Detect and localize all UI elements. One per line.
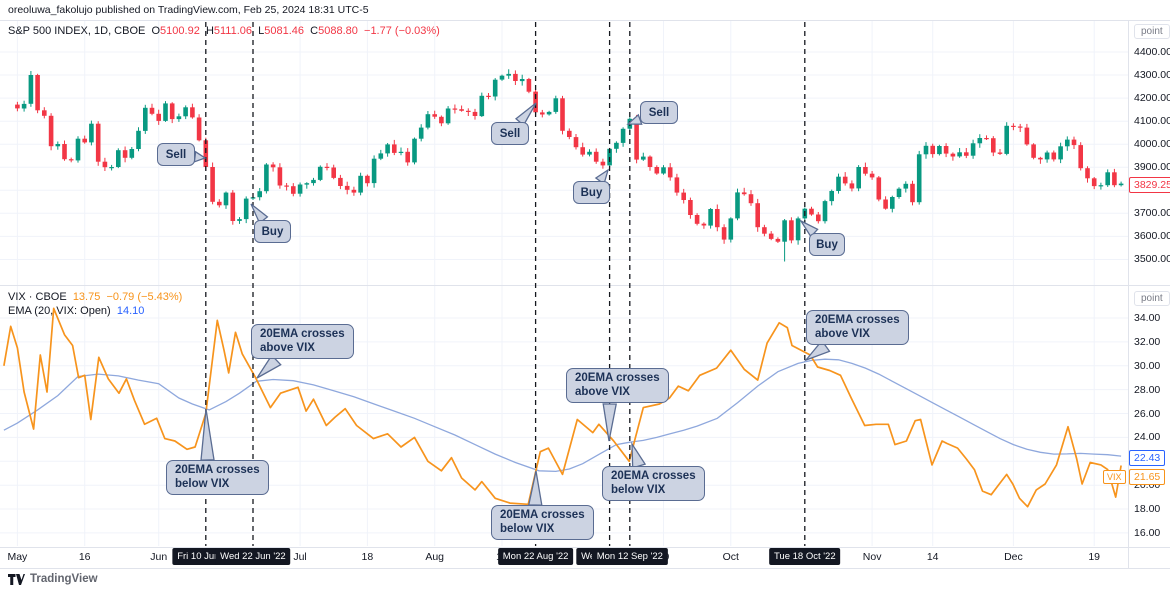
marked-date-tag: Tue 18 Oct '22 (768, 548, 841, 565)
sp500-y-axis-label: 3900.00 (1134, 161, 1170, 174)
ema-legend[interactable]: EMA (20, VIX: Open) 14.10 (8, 305, 144, 317)
sp500-y-axis-label: 4200.00 (1134, 92, 1170, 105)
marked-date-tag: Mon 12 Sep '22 (591, 548, 668, 565)
x-axis-label: Nov (862, 551, 882, 563)
callout-line: above VIX (575, 385, 630, 398)
x-axis-label: Jun (150, 551, 168, 563)
callout-line: below VIX (175, 477, 230, 490)
sp500-y-axis-label: 4100.00 (1134, 115, 1170, 128)
sp500-y-axis-label: 4400.00 (1134, 46, 1170, 58)
sp500-legend[interactable]: S&P 500 INDEX, 1D, CBOE O5100.92 H5111.0… (8, 25, 440, 37)
callout-line: 20EMA crosses (500, 509, 585, 521)
buy-marker[interactable]: Buy (809, 233, 845, 256)
crossover-callout[interactable]: 20EMA crosses below VIX (491, 505, 594, 540)
callout-line: above VIX (815, 327, 870, 340)
callout-line: 20EMA crosses (260, 328, 345, 340)
sell-marker[interactable]: Sell (157, 143, 195, 166)
crossover-callout[interactable]: 20EMA crosses above VIX (806, 310, 909, 345)
vix-symbol-tag: VIX (1103, 470, 1126, 484)
sp500-legend-title[interactable]: S&P 500 INDEX, 1D, CBOE (8, 25, 146, 37)
buy-marker[interactable]: Buy (573, 181, 610, 204)
crossover-callout[interactable]: 20EMA crosses above VIX (251, 324, 354, 359)
x-axis-label: 16 (78, 551, 91, 563)
vix-y-axis-label: 16.00 (1134, 526, 1161, 539)
callout-line: above VIX (260, 341, 315, 354)
vix-value: 13.75 (72, 291, 101, 303)
x-axis-label: 14 (926, 551, 939, 563)
marked-date-tag: Wed 22 Jun '22 (215, 548, 291, 565)
crossover-callout[interactable]: 20EMA crosses below VIX (602, 466, 705, 501)
sp500-axis-unit: point (1134, 24, 1170, 39)
open-value: 5100.92 (160, 25, 200, 37)
callout-line: 20EMA crosses (611, 470, 696, 482)
vix-y-axis-label: 18.00 (1134, 503, 1161, 516)
vix-y-axis-label: 24.00 (1134, 431, 1161, 444)
callout-line: below VIX (500, 522, 555, 535)
x-axis-label: 19 (1088, 551, 1101, 563)
vix-y-axis-label: 30.00 (1134, 359, 1161, 372)
low-label: L (258, 25, 265, 37)
crossover-callout[interactable]: 20EMA crosses above VIX (566, 368, 669, 403)
crossover-callout[interactable]: 20EMA crosses below VIX (166, 460, 269, 495)
high-value: 5111.06 (213, 25, 253, 37)
change-value: −1.77 (−0.03%) (364, 25, 440, 37)
footer-brand-label: TradingView (30, 573, 98, 585)
sp500-y-axis-label: 4300.00 (1134, 69, 1170, 82)
vix-last-value-tag: 21.65 (1129, 469, 1166, 485)
ema-value: 14.10 (116, 305, 145, 317)
vix-axis-unit: point (1134, 291, 1170, 306)
low-value: 5081.46 (264, 25, 305, 37)
sp500-last-price-tag: 3829.25 (1129, 177, 1170, 193)
footer-brand[interactable]: TradingView (8, 573, 98, 585)
ema-last-value-tag: 22.43 (1129, 450, 1166, 466)
close-value: 5088.80 (318, 25, 358, 37)
x-axis-label: Oct (722, 551, 739, 563)
callout-line: 20EMA crosses (175, 464, 260, 476)
callout-line: below VIX (611, 483, 666, 496)
x-axis-label: May (7, 551, 28, 563)
vix-change: −0.79 (−5.43%) (106, 291, 183, 303)
vix-legend-title[interactable]: VIX · CBOE (8, 291, 67, 303)
publication-header: oreoluwa_fakolujo published on TradingVi… (8, 4, 369, 16)
ema-legend-title[interactable]: EMA (20, VIX: Open) (8, 305, 111, 317)
sell-marker[interactable]: Sell (640, 101, 678, 124)
sell-marker[interactable]: Sell (491, 122, 529, 145)
sp500-y-axis-label: 4000.00 (1134, 138, 1170, 151)
callout-line: 20EMA crosses (815, 314, 900, 326)
sp500-y-axis-label: 3500.00 (1134, 253, 1170, 266)
vix-y-axis-label: 32.00 (1134, 335, 1161, 348)
close-label: C (310, 25, 319, 37)
sp500-y-axis-label: 3700.00 (1134, 207, 1170, 220)
marked-date-tag: Mon 22 Aug '22 (497, 548, 574, 565)
sp500-y-axis-label: 3600.00 (1134, 230, 1170, 243)
vix-y-axis-label: 34.00 (1134, 312, 1161, 324)
x-axis-label: Aug (425, 551, 444, 563)
high-label: H (205, 25, 214, 37)
x-axis-label: 18 (361, 551, 374, 563)
vix-legend[interactable]: VIX · CBOE 13.75 −0.79 (−5.43%) (8, 291, 182, 303)
vix-y-axis-label: 26.00 (1134, 407, 1161, 420)
x-axis-label: Jul (293, 551, 307, 563)
callout-line: 20EMA crosses (575, 372, 660, 384)
buy-marker[interactable]: Buy (254, 220, 291, 243)
open-label: O (151, 25, 161, 37)
vix-y-axis-label: 28.00 (1134, 383, 1161, 396)
x-axis-label: Dec (1004, 551, 1023, 563)
tradingview-logo-icon (8, 573, 25, 585)
